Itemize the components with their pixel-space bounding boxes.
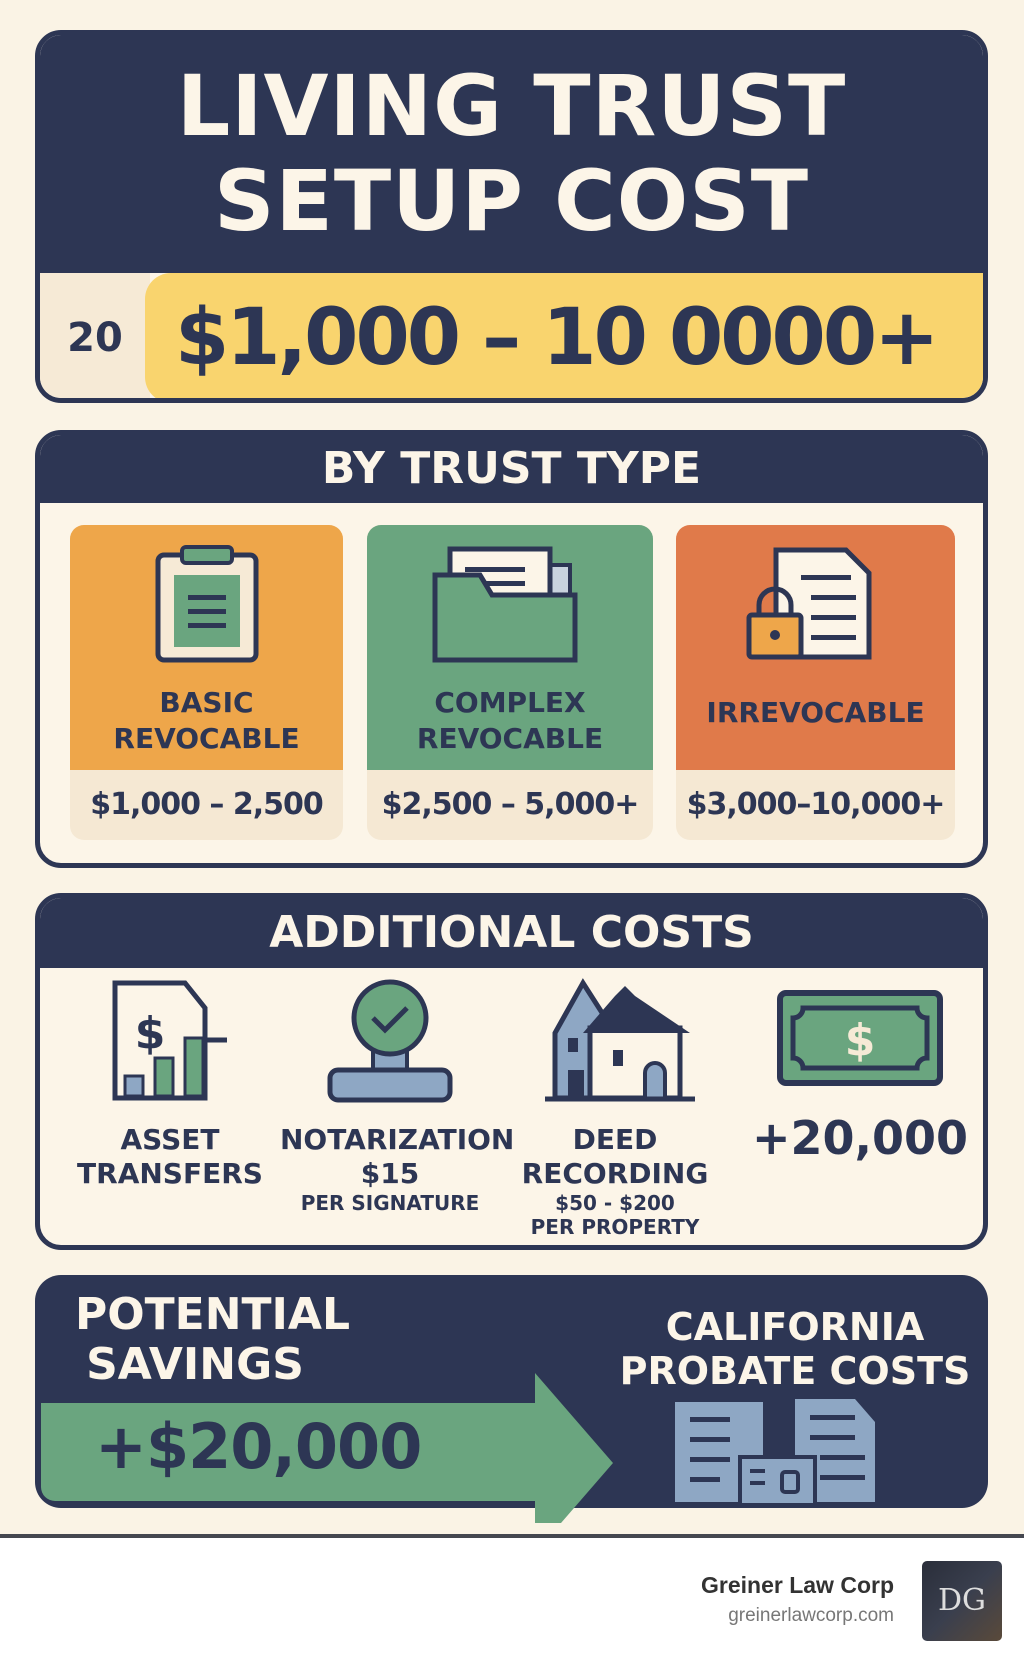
price-range: $1,000 – 10 0000+	[145, 273, 983, 398]
title-line-2: SETUP COST	[213, 152, 810, 250]
title-band: LIVING TRUST SETUP COST	[40, 35, 983, 273]
locked-document-icon	[746, 547, 872, 660]
footer-brand: Greiner Law Corp greinerlawcorp.com	[701, 1570, 894, 1632]
infographic: LIVING TRUST SETUP COST 20 $1,000 – 10 0…	[0, 0, 1024, 1536]
card-irrevocable: IRREVOCABLE $3,000–10,000+	[676, 525, 955, 840]
card-price: $3,000–10,000+	[686, 787, 946, 822]
card-basic-revocable: BASIC REVOCABLE $1,000 – 2,500	[70, 525, 343, 840]
price-prefix: 20	[40, 273, 150, 398]
company-name: Greiner Law Corp	[701, 1572, 894, 1598]
company-logo: DG	[922, 1561, 1002, 1641]
banknote-icon: $	[777, 990, 943, 1086]
houses-icon	[545, 978, 695, 1102]
card-complex-revocable: COMPLEX REVOCABLE $2,500 – 5,000+	[367, 525, 653, 840]
item-extra: $ +20,000	[750, 978, 970, 1163]
savings-label: POTENTIAL SAVINGS	[75, 1289, 351, 1390]
footer-divider	[0, 1534, 1024, 1538]
stamp-icon	[327, 979, 453, 1103]
trust-type-heading: BY TRUST TYPE	[40, 435, 983, 503]
clipboard-icon	[155, 545, 259, 663]
trust-type-panel: BY TRUST TYPE BASIC REVOCABLE $1,000 – 2,…	[35, 430, 988, 868]
svg-text:$: $	[845, 1015, 876, 1066]
card-label: BASIC REVOCABLE	[113, 686, 300, 755]
savings-amount: +$20,000	[95, 1410, 422, 1483]
documents-icon	[675, 1399, 875, 1507]
item-notarization: NOTARIZATION $15 PER SIGNATURE	[280, 978, 514, 1215]
card-price: $2,500 – 5,000+	[381, 787, 640, 822]
card-label: COMPLEX REVOCABLE	[416, 686, 604, 755]
company-website[interactable]: greinerlawcorp.com	[728, 1605, 894, 1626]
header-panel: LIVING TRUST SETUP COST 20 $1,000 – 10 0…	[35, 30, 988, 403]
arrow-shape	[41, 1373, 613, 1523]
card-label: IRREVOCABLE	[706, 696, 925, 729]
probate-label: CALIFORNIA PROBATE COSTS	[619, 1305, 971, 1393]
item-deed-recording: DEED RECORDING $50 - $200 PER PROPERTY	[505, 978, 725, 1239]
title-line-1: LIVING TRUST	[176, 57, 847, 155]
item-asset-transfers: $ ASSET TRANSFERS	[60, 978, 280, 1191]
card-price: $1,000 – 2,500	[90, 787, 324, 822]
document-chart-icon: $	[112, 980, 227, 1101]
folder-documents-icon	[432, 546, 578, 663]
svg-text:$: $	[135, 1008, 166, 1059]
additional-costs-panel: ADDITIONAL COSTS $ ASSET TRANSFERS NOTAR…	[35, 893, 988, 1250]
additional-costs-heading: ADDITIONAL COSTS	[40, 898, 983, 968]
savings-panel: POTENTIAL SAVINGS +$20,000 CALIFORNIA PROB…	[35, 1275, 988, 1523]
